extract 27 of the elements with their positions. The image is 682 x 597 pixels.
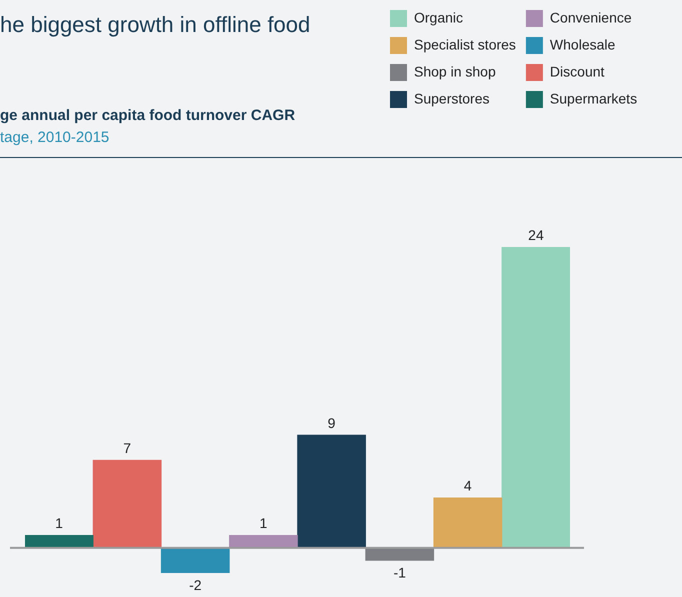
data-label: 7 [123,440,132,456]
legend-label: Shop in shop [414,63,496,80]
bar [25,535,94,548]
data-label: 24 [528,226,544,243]
bar [502,247,570,548]
legend-label: Organic [414,9,464,26]
legend-label: Supermarkets [550,90,638,106]
bar [92,460,162,548]
bar [160,548,230,573]
legend-label: Specialist stores [414,36,516,52]
bar [229,535,298,548]
data-label: 4 [464,478,472,494]
bar [297,434,366,548]
data-label: -2 [189,576,202,593]
chart-title: he biggest growth in offline food [0,12,310,38]
data-label: 1 [260,515,268,532]
data-label: 9 [328,414,336,431]
legend-label: Convenience [550,9,632,26]
legend-label: Wholesale [550,36,616,52]
bar [365,548,434,561]
data-label: 1 [55,515,64,532]
data-label: -1 [393,564,406,580]
bar [433,497,502,548]
legend-label: Discount [550,63,605,80]
chart-subtitle: ge annual per capita food turnover CAGR [0,107,296,124]
text: tage, 2010-2015 [0,129,110,146]
legend-label: Superstores [414,90,490,106]
